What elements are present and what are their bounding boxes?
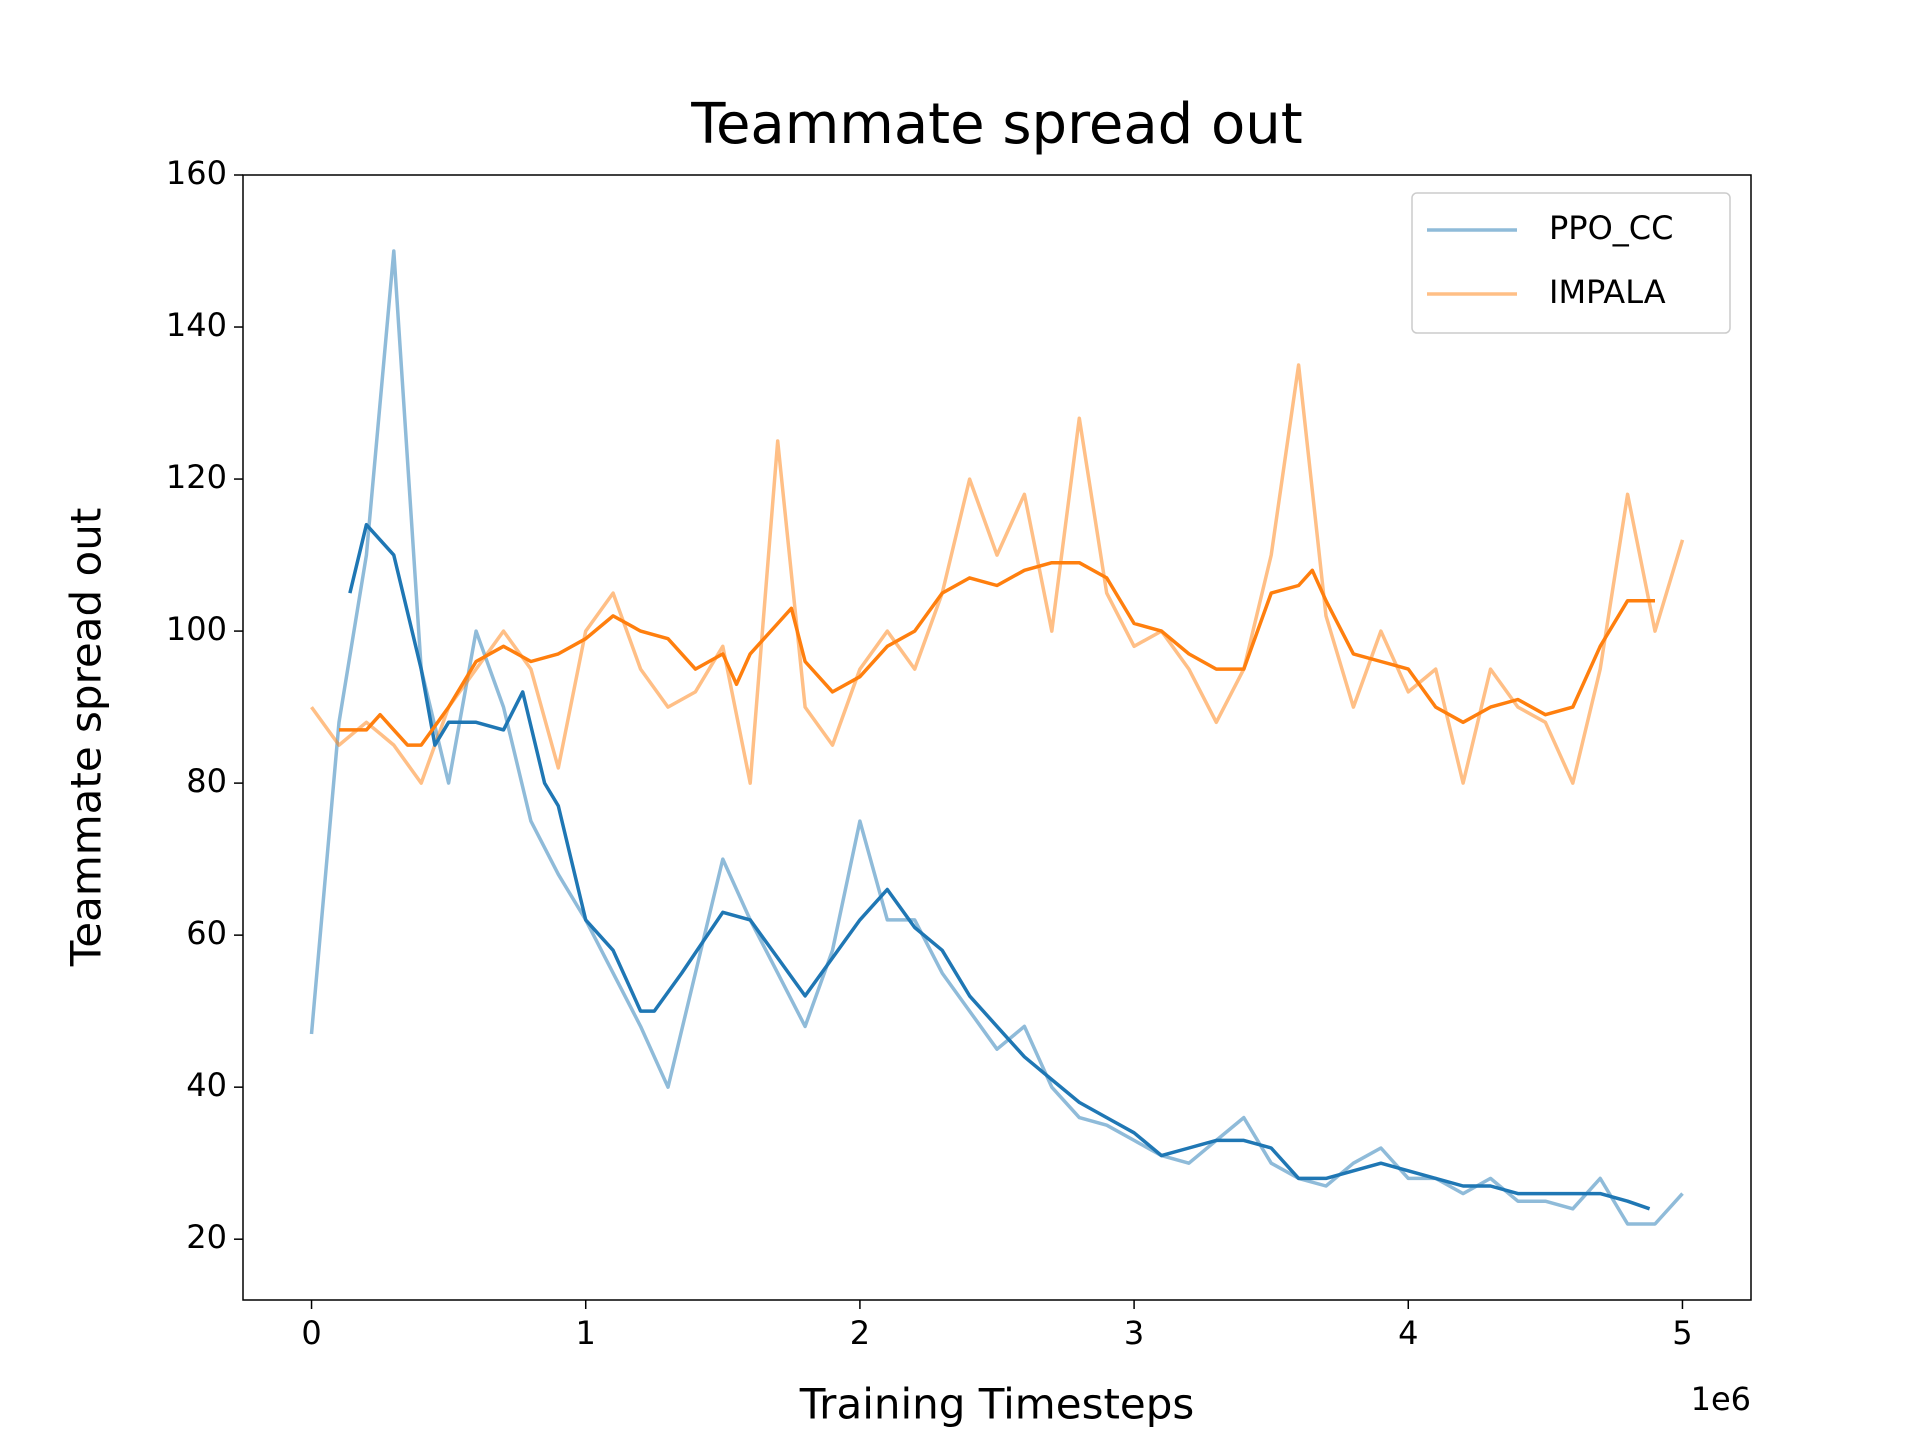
x-axis-label: Training Timesteps bbox=[799, 1380, 1195, 1429]
x-tick-label: 1 bbox=[576, 1314, 596, 1352]
smoothed-line bbox=[339, 560, 1655, 747]
y-tick-label: 80 bbox=[186, 762, 227, 800]
legend-box bbox=[1411, 192, 1731, 334]
plot-frame bbox=[242, 174, 1752, 1301]
chart-title: Teammate spread out bbox=[690, 92, 1302, 157]
x-tick-label: 4 bbox=[1398, 1314, 1418, 1352]
raw-line bbox=[310, 363, 1685, 785]
x-offset-label: 1e6 bbox=[1691, 1380, 1751, 1418]
smoothed-line bbox=[348, 522, 1651, 1211]
y-tick-label: 160 bbox=[166, 154, 227, 192]
x-tick-label: 5 bbox=[1672, 1314, 1692, 1352]
x-tick-label: 3 bbox=[1124, 1314, 1144, 1352]
x-tick-label: 0 bbox=[301, 1314, 321, 1352]
y-axis-label: Teammate spread out bbox=[62, 508, 111, 968]
y-tick-label: 60 bbox=[186, 914, 227, 952]
legend-label: IMPALA bbox=[1549, 273, 1666, 311]
y-tick-label: 100 bbox=[166, 610, 227, 648]
y-tick-label: 40 bbox=[186, 1066, 227, 1104]
legend-label: PPO_CC bbox=[1549, 209, 1673, 247]
y-tick-label: 120 bbox=[166, 458, 227, 496]
y-tick-label: 20 bbox=[186, 1218, 227, 1256]
raw-line bbox=[309, 249, 1684, 1226]
y-tick-label: 140 bbox=[166, 306, 227, 344]
x-tick-label: 2 bbox=[850, 1314, 870, 1352]
